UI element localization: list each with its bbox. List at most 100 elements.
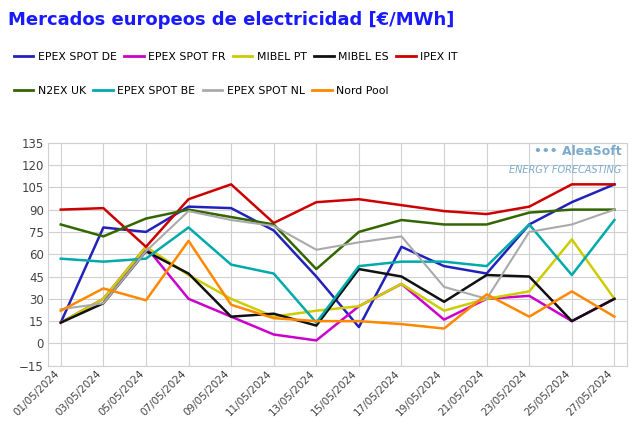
EPEX SPOT FR <box>568 318 575 324</box>
EPEX SPOT BE <box>227 262 235 267</box>
EPEX SPOT FR <box>312 338 320 343</box>
Nord Pool <box>185 238 193 244</box>
MIBEL ES <box>525 274 533 279</box>
EPEX SPOT DE <box>185 204 193 209</box>
EPEX SPOT DE <box>142 229 150 235</box>
N2EX UK <box>142 216 150 221</box>
EPEX SPOT DE <box>227 206 235 211</box>
EPEX SPOT NL <box>568 222 575 227</box>
N2EX UK <box>185 207 193 212</box>
EPEX SPOT NL <box>525 229 533 235</box>
EPEX SPOT BE <box>355 264 363 269</box>
N2EX UK <box>355 229 363 235</box>
MIBEL ES <box>355 266 363 272</box>
MIBEL ES <box>611 296 618 301</box>
EPEX SPOT BE <box>142 256 150 261</box>
EPEX SPOT BE <box>57 256 65 261</box>
EPEX SPOT FR <box>227 314 235 319</box>
IPEX IT <box>227 182 235 187</box>
EPEX SPOT DE <box>270 228 278 233</box>
EPEX SPOT BE <box>568 273 575 278</box>
EPEX SPOT DE <box>611 182 618 187</box>
IPEX IT <box>185 197 193 202</box>
Line: N2EX UK: N2EX UK <box>61 210 614 269</box>
EPEX SPOT NL <box>270 223 278 229</box>
MIBEL ES <box>185 271 193 276</box>
MIBEL ES <box>227 314 235 319</box>
Line: EPEX SPOT BE: EPEX SPOT BE <box>61 220 614 322</box>
IPEX IT <box>57 207 65 212</box>
EPEX SPOT BE <box>270 271 278 276</box>
EPEX SPOT NL <box>227 217 235 223</box>
MIBEL PT <box>312 308 320 314</box>
Line: MIBEL PT: MIBEL PT <box>61 240 614 322</box>
Nord Pool <box>100 286 108 291</box>
MIBEL PT <box>355 304 363 309</box>
IPEX IT <box>568 182 575 187</box>
MIBEL ES <box>142 248 150 254</box>
EPEX SPOT BE <box>611 217 618 223</box>
N2EX UK <box>440 222 448 227</box>
IPEX IT <box>397 202 405 208</box>
MIBEL PT <box>57 320 65 325</box>
N2EX UK <box>568 207 575 212</box>
IPEX IT <box>611 182 618 187</box>
MIBEL ES <box>270 311 278 316</box>
EPEX SPOT BE <box>185 225 193 230</box>
MIBEL PT <box>568 237 575 242</box>
MIBEL ES <box>100 301 108 306</box>
Line: Nord Pool: Nord Pool <box>61 241 614 329</box>
MIBEL PT <box>611 296 618 301</box>
MIBEL ES <box>312 323 320 328</box>
Nord Pool <box>355 318 363 324</box>
Text: Mercados europeos de electricidad [€/MWh]: Mercados europeos de electricidad [€/MWh… <box>8 11 454 29</box>
Nord Pool <box>270 315 278 321</box>
EPEX SPOT FR <box>270 332 278 337</box>
MIBEL ES <box>483 273 490 278</box>
Line: EPEX SPOT DE: EPEX SPOT DE <box>61 184 614 327</box>
EPEX SPOT BE <box>440 259 448 264</box>
MIBEL PT <box>483 296 490 301</box>
Nord Pool <box>568 289 575 294</box>
N2EX UK <box>57 222 65 227</box>
EPEX SPOT NL <box>611 207 618 212</box>
EPEX SPOT FR <box>100 296 108 301</box>
N2EX UK <box>611 207 618 212</box>
MIBEL PT <box>440 308 448 314</box>
EPEX SPOT FR <box>185 296 193 301</box>
Nord Pool <box>611 314 618 319</box>
N2EX UK <box>227 215 235 220</box>
N2EX UK <box>483 222 490 227</box>
Nord Pool <box>57 308 65 314</box>
MIBEL PT <box>185 273 193 278</box>
IPEX IT <box>483 211 490 217</box>
Nord Pool <box>483 292 490 297</box>
Text: ••• AleaSoft: ••• AleaSoft <box>534 145 621 158</box>
EPEX SPOT NL <box>57 306 65 312</box>
Legend: EPEX SPOT DE, EPEX SPOT FR, MIBEL PT, MIBEL ES, IPEX IT: EPEX SPOT DE, EPEX SPOT FR, MIBEL PT, MI… <box>13 52 458 62</box>
EPEX SPOT BE <box>525 222 533 227</box>
Nord Pool <box>142 297 150 303</box>
EPEX SPOT NL <box>397 234 405 239</box>
Line: EPEX SPOT NL: EPEX SPOT NL <box>61 210 614 309</box>
EPEX SPOT FR <box>57 320 65 325</box>
EPEX SPOT BE <box>483 264 490 269</box>
EPEX SPOT NL <box>142 248 150 254</box>
MIBEL ES <box>568 318 575 324</box>
Line: MIBEL ES: MIBEL ES <box>61 251 614 326</box>
MIBEL PT <box>270 314 278 319</box>
EPEX SPOT DE <box>312 274 320 279</box>
EPEX SPOT DE <box>483 271 490 276</box>
EPEX SPOT NL <box>185 208 193 214</box>
Line: IPEX IT: IPEX IT <box>61 184 614 247</box>
N2EX UK <box>525 210 533 215</box>
N2EX UK <box>312 266 320 272</box>
EPEX SPOT FR <box>142 244 150 249</box>
Nord Pool <box>397 322 405 327</box>
EPEX SPOT DE <box>440 264 448 269</box>
EPEX SPOT DE <box>57 320 65 325</box>
Nord Pool <box>227 302 235 307</box>
MIBEL PT <box>397 281 405 287</box>
MIBEL ES <box>397 274 405 279</box>
Line: EPEX SPOT FR: EPEX SPOT FR <box>61 247 614 340</box>
